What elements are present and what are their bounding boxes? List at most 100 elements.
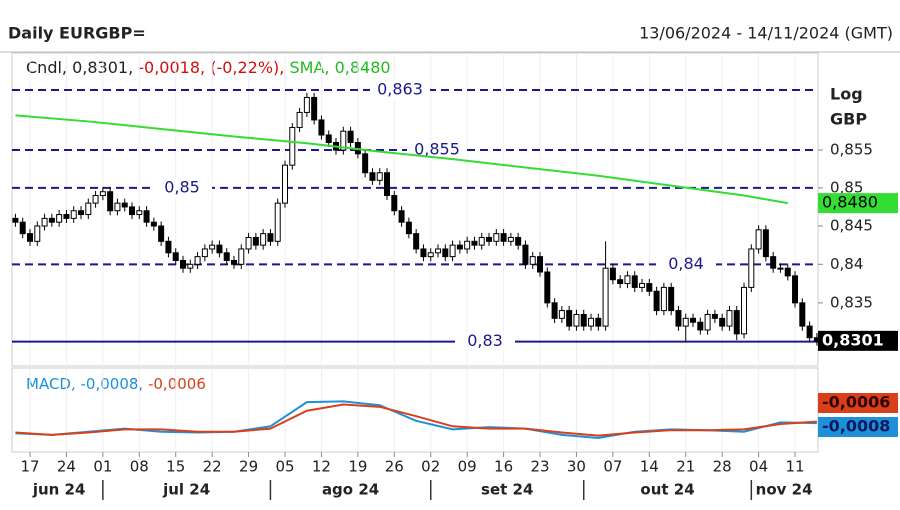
candle-body [158, 225, 165, 242]
candle-body [478, 236, 485, 246]
month-label: jul 24 [162, 481, 210, 499]
candle-body [762, 229, 769, 258]
candle-body [172, 252, 179, 261]
sma-line [15, 114, 788, 205]
candle-body [653, 290, 660, 312]
candle-body [507, 236, 514, 242]
candle-body [639, 283, 646, 288]
candle-body [449, 244, 456, 258]
candle-body [711, 313, 718, 319]
candle-body [121, 202, 128, 208]
month-label: out 24 [640, 481, 694, 499]
candle-body [733, 310, 740, 335]
candle-body [537, 256, 544, 273]
candle-body [384, 172, 391, 197]
candle-body [391, 195, 398, 212]
candle-body [238, 248, 245, 265]
candle-body [282, 164, 289, 204]
candle-body [471, 240, 478, 246]
legend-item: -0,0006 [148, 375, 206, 393]
candle-body [420, 248, 427, 258]
candle-body [223, 252, 230, 261]
candle-body [318, 119, 325, 136]
legend-item: -0,0008, [81, 375, 144, 393]
macd-value-box [818, 417, 898, 437]
candle-body [398, 210, 405, 223]
candle-body [252, 236, 259, 246]
month-label: jun 24 [32, 481, 86, 499]
candle-body [99, 191, 106, 197]
date-range: 13/06/2024 - 14/11/2024 (GMT) [639, 24, 893, 43]
level-label-bg [455, 331, 515, 352]
candle-body [56, 214, 63, 223]
x-tick-label: 07 [603, 458, 622, 476]
month-label: set 24 [481, 481, 533, 499]
candle-body [464, 240, 471, 250]
x-tick-label: 14 [640, 458, 659, 476]
candle-body [456, 244, 463, 250]
last-price-box [818, 330, 898, 351]
x-tick-label: 01 [93, 458, 112, 476]
candle-body [609, 267, 616, 281]
candle-body [558, 310, 565, 319]
candle-body [231, 259, 238, 265]
candle-body [442, 248, 449, 258]
candle-body [209, 244, 216, 250]
x-tick-label: 09 [458, 458, 477, 476]
level-label: 0,863 [377, 79, 423, 98]
candle-body [486, 236, 493, 242]
candle-body [165, 240, 172, 254]
x-tick-label: 22 [203, 458, 222, 476]
candle-body [617, 279, 624, 285]
candle-body [34, 225, 41, 242]
x-tick-label: 30 [567, 458, 586, 476]
candle-body [792, 275, 799, 304]
candle-body [347, 130, 354, 144]
x-tick-label: 28 [713, 458, 732, 476]
candle-body [19, 221, 26, 235]
axis-title: Log [830, 85, 863, 104]
candle-body [748, 248, 755, 288]
x-tick-label: 19 [348, 458, 367, 476]
y-tick-label: 0,84 [830, 255, 863, 273]
x-tick-label: 29 [239, 458, 258, 476]
candle-body [136, 210, 143, 216]
candle-body [624, 275, 631, 285]
candle-body [682, 317, 689, 327]
candle-body [755, 229, 762, 250]
candle-body [311, 96, 318, 121]
candle-body [544, 271, 551, 304]
candle-body [580, 313, 587, 327]
candle-body [741, 286, 748, 335]
x-tick-label: 23 [530, 458, 549, 476]
x-tick-label: 05 [275, 458, 294, 476]
level-label-bg [152, 177, 212, 198]
y-tick-label: 0,845 [830, 217, 873, 235]
candle-body [602, 267, 609, 327]
y-tick-label: 0,855 [830, 141, 873, 159]
candle-body [70, 210, 77, 219]
candle-body [245, 236, 252, 250]
macd-value-label: -0,0006 [822, 393, 890, 412]
candle-body [413, 233, 420, 250]
month-label: nov 24 [756, 481, 813, 499]
candle-body [325, 134, 332, 144]
candle-body [660, 286, 667, 312]
candle-body [369, 172, 376, 181]
x-tick-label: 17 [20, 458, 39, 476]
sma-value-label: 0,8480 [822, 193, 878, 212]
x-tick-label: 26 [385, 458, 404, 476]
candle-body [260, 233, 267, 246]
x-tick-label: 02 [421, 458, 440, 476]
candle-body [150, 221, 157, 227]
candle-body [668, 286, 675, 312]
y-tick-label: 0,85 [830, 178, 863, 196]
candle-body [114, 202, 121, 212]
level-label-bg [370, 79, 430, 100]
candle-body [289, 126, 296, 166]
level-label: 0,855 [414, 140, 460, 159]
candle-body [551, 302, 558, 319]
candle-body [529, 256, 536, 265]
